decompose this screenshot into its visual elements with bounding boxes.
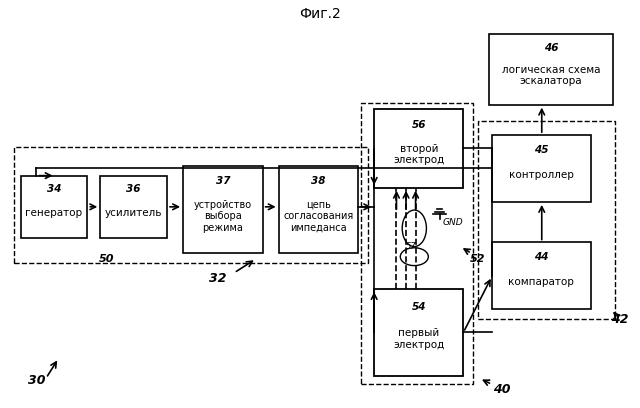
Text: цепь
согласования
импеданса: цепь согласования импеданса bbox=[284, 200, 353, 233]
Text: 56: 56 bbox=[412, 120, 426, 130]
Text: 37: 37 bbox=[216, 176, 230, 186]
Text: второй
электрод: второй электрод bbox=[393, 144, 444, 165]
FancyBboxPatch shape bbox=[100, 175, 167, 238]
Text: генератор: генератор bbox=[26, 208, 83, 218]
FancyBboxPatch shape bbox=[492, 135, 591, 202]
Text: 36: 36 bbox=[126, 184, 141, 195]
Text: 45: 45 bbox=[534, 145, 548, 155]
FancyBboxPatch shape bbox=[374, 109, 463, 188]
Text: 54: 54 bbox=[412, 302, 426, 312]
Text: 38: 38 bbox=[311, 176, 326, 186]
FancyBboxPatch shape bbox=[183, 166, 262, 253]
Text: 46: 46 bbox=[544, 43, 558, 53]
FancyBboxPatch shape bbox=[492, 242, 591, 309]
FancyBboxPatch shape bbox=[278, 166, 358, 253]
Text: 40: 40 bbox=[493, 383, 510, 396]
Text: 57: 57 bbox=[406, 242, 417, 251]
Text: первый
электрод: первый электрод bbox=[393, 328, 444, 350]
Text: 32: 32 bbox=[209, 273, 227, 286]
Text: 34: 34 bbox=[47, 184, 61, 195]
Text: устройство
выбора
режима: устройство выбора режима bbox=[194, 200, 252, 233]
Text: 30: 30 bbox=[28, 374, 45, 387]
FancyBboxPatch shape bbox=[489, 34, 613, 105]
Text: контроллер: контроллер bbox=[509, 170, 574, 180]
Text: усилитель: усилитель bbox=[105, 208, 163, 218]
Text: GND: GND bbox=[443, 218, 463, 227]
FancyBboxPatch shape bbox=[20, 175, 88, 238]
FancyBboxPatch shape bbox=[374, 289, 463, 376]
Text: логическая схема
эскалатора: логическая схема эскалатора bbox=[502, 64, 600, 86]
Text: 42: 42 bbox=[611, 313, 628, 326]
Text: Фиг.2: Фиг.2 bbox=[299, 7, 341, 20]
Text: 44: 44 bbox=[534, 252, 548, 262]
Text: 50: 50 bbox=[99, 254, 115, 264]
Text: компаратор: компаратор bbox=[509, 277, 574, 287]
Text: 52: 52 bbox=[470, 254, 486, 264]
